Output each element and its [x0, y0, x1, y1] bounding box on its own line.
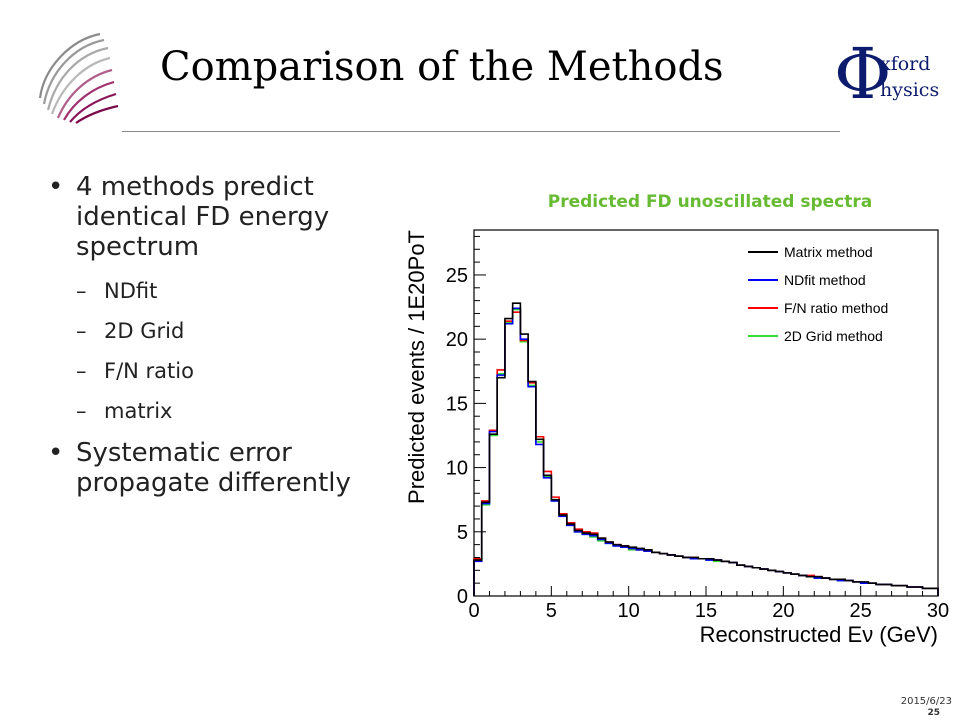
y-tick-label: 25 — [446, 265, 468, 287]
x-tick-label: 25 — [850, 600, 872, 622]
series-line-matrix-method — [473, 302, 939, 596]
x-tick-label: 5 — [546, 600, 557, 622]
x-tick-label: 20 — [772, 600, 794, 622]
plot-frame — [473, 229, 939, 597]
y-tick-label: 0 — [457, 586, 468, 608]
bullet-item: • 4 methods predict identical FD energy s… — [48, 172, 388, 262]
x-tick-label: 30 — [927, 600, 949, 622]
legend-label: NDfit method — [784, 272, 866, 288]
sub-bullet-item: – matrix — [48, 398, 388, 424]
logo-line-physics: hysics — [880, 79, 939, 101]
sub-bullet-text: F/N ratio — [104, 359, 194, 383]
sub-bullet-marker: – — [76, 279, 87, 303]
bullet-list: • 4 methods predict identical FD energy s… — [48, 172, 388, 514]
footer-date: 2015/6/23 — [900, 696, 952, 707]
legend-label: F/N ratio method — [784, 300, 888, 316]
oxford-physics-logo: Φ xford hysics — [834, 33, 939, 112]
sub-bullet-text: NDfit — [104, 279, 158, 303]
sub-bullet-marker: – — [76, 359, 87, 383]
x-tick-label: 10 — [618, 600, 640, 622]
logo-line-oxford: xford — [880, 53, 930, 75]
legend-label: Matrix method — [784, 244, 873, 260]
x-axis-label: Reconstructed Eν (GeV) — [700, 622, 938, 647]
y-tick-label: 20 — [446, 329, 468, 351]
sub-bullet-item: – NDfit — [48, 278, 388, 304]
sub-bullet-text: 2D Grid — [104, 319, 185, 343]
university-swirl-logo — [38, 32, 119, 124]
sub-bullet-marker: – — [76, 399, 87, 423]
sub-bullet-item: – F/N ratio — [48, 358, 388, 384]
sub-bullet-item: –2D Grid — [48, 318, 388, 344]
logo-phi-symbol: Φ — [834, 33, 891, 112]
x-tick-label: 15 — [695, 600, 717, 622]
bullet-text: 4 methods predict identical FD energy sp… — [76, 172, 330, 262]
y-axis-label: Predicted events / 1E20PoT — [404, 230, 429, 504]
page-number: 25 — [927, 708, 940, 718]
chart-title: Predicted FD unoscillated spectra — [547, 192, 873, 212]
y-tick-label: 10 — [446, 458, 468, 480]
y-tick-label: 15 — [446, 393, 468, 415]
bullet-marker: • — [48, 438, 64, 468]
legend-label: 2D Grid method — [784, 328, 883, 344]
slide-title: Comparison of the Methods — [160, 44, 724, 90]
bullet-item: • Systematic error propagate differently — [48, 438, 388, 498]
title-divider — [122, 131, 840, 132]
y-tick-label: 5 — [457, 522, 468, 544]
sub-bullet-text: matrix — [104, 399, 173, 423]
x-tick-label: 0 — [468, 600, 479, 622]
sub-bullet-marker: – — [76, 319, 87, 343]
bullet-text: Systematic error propagate differently — [76, 438, 351, 498]
bullet-marker: • — [48, 172, 64, 202]
